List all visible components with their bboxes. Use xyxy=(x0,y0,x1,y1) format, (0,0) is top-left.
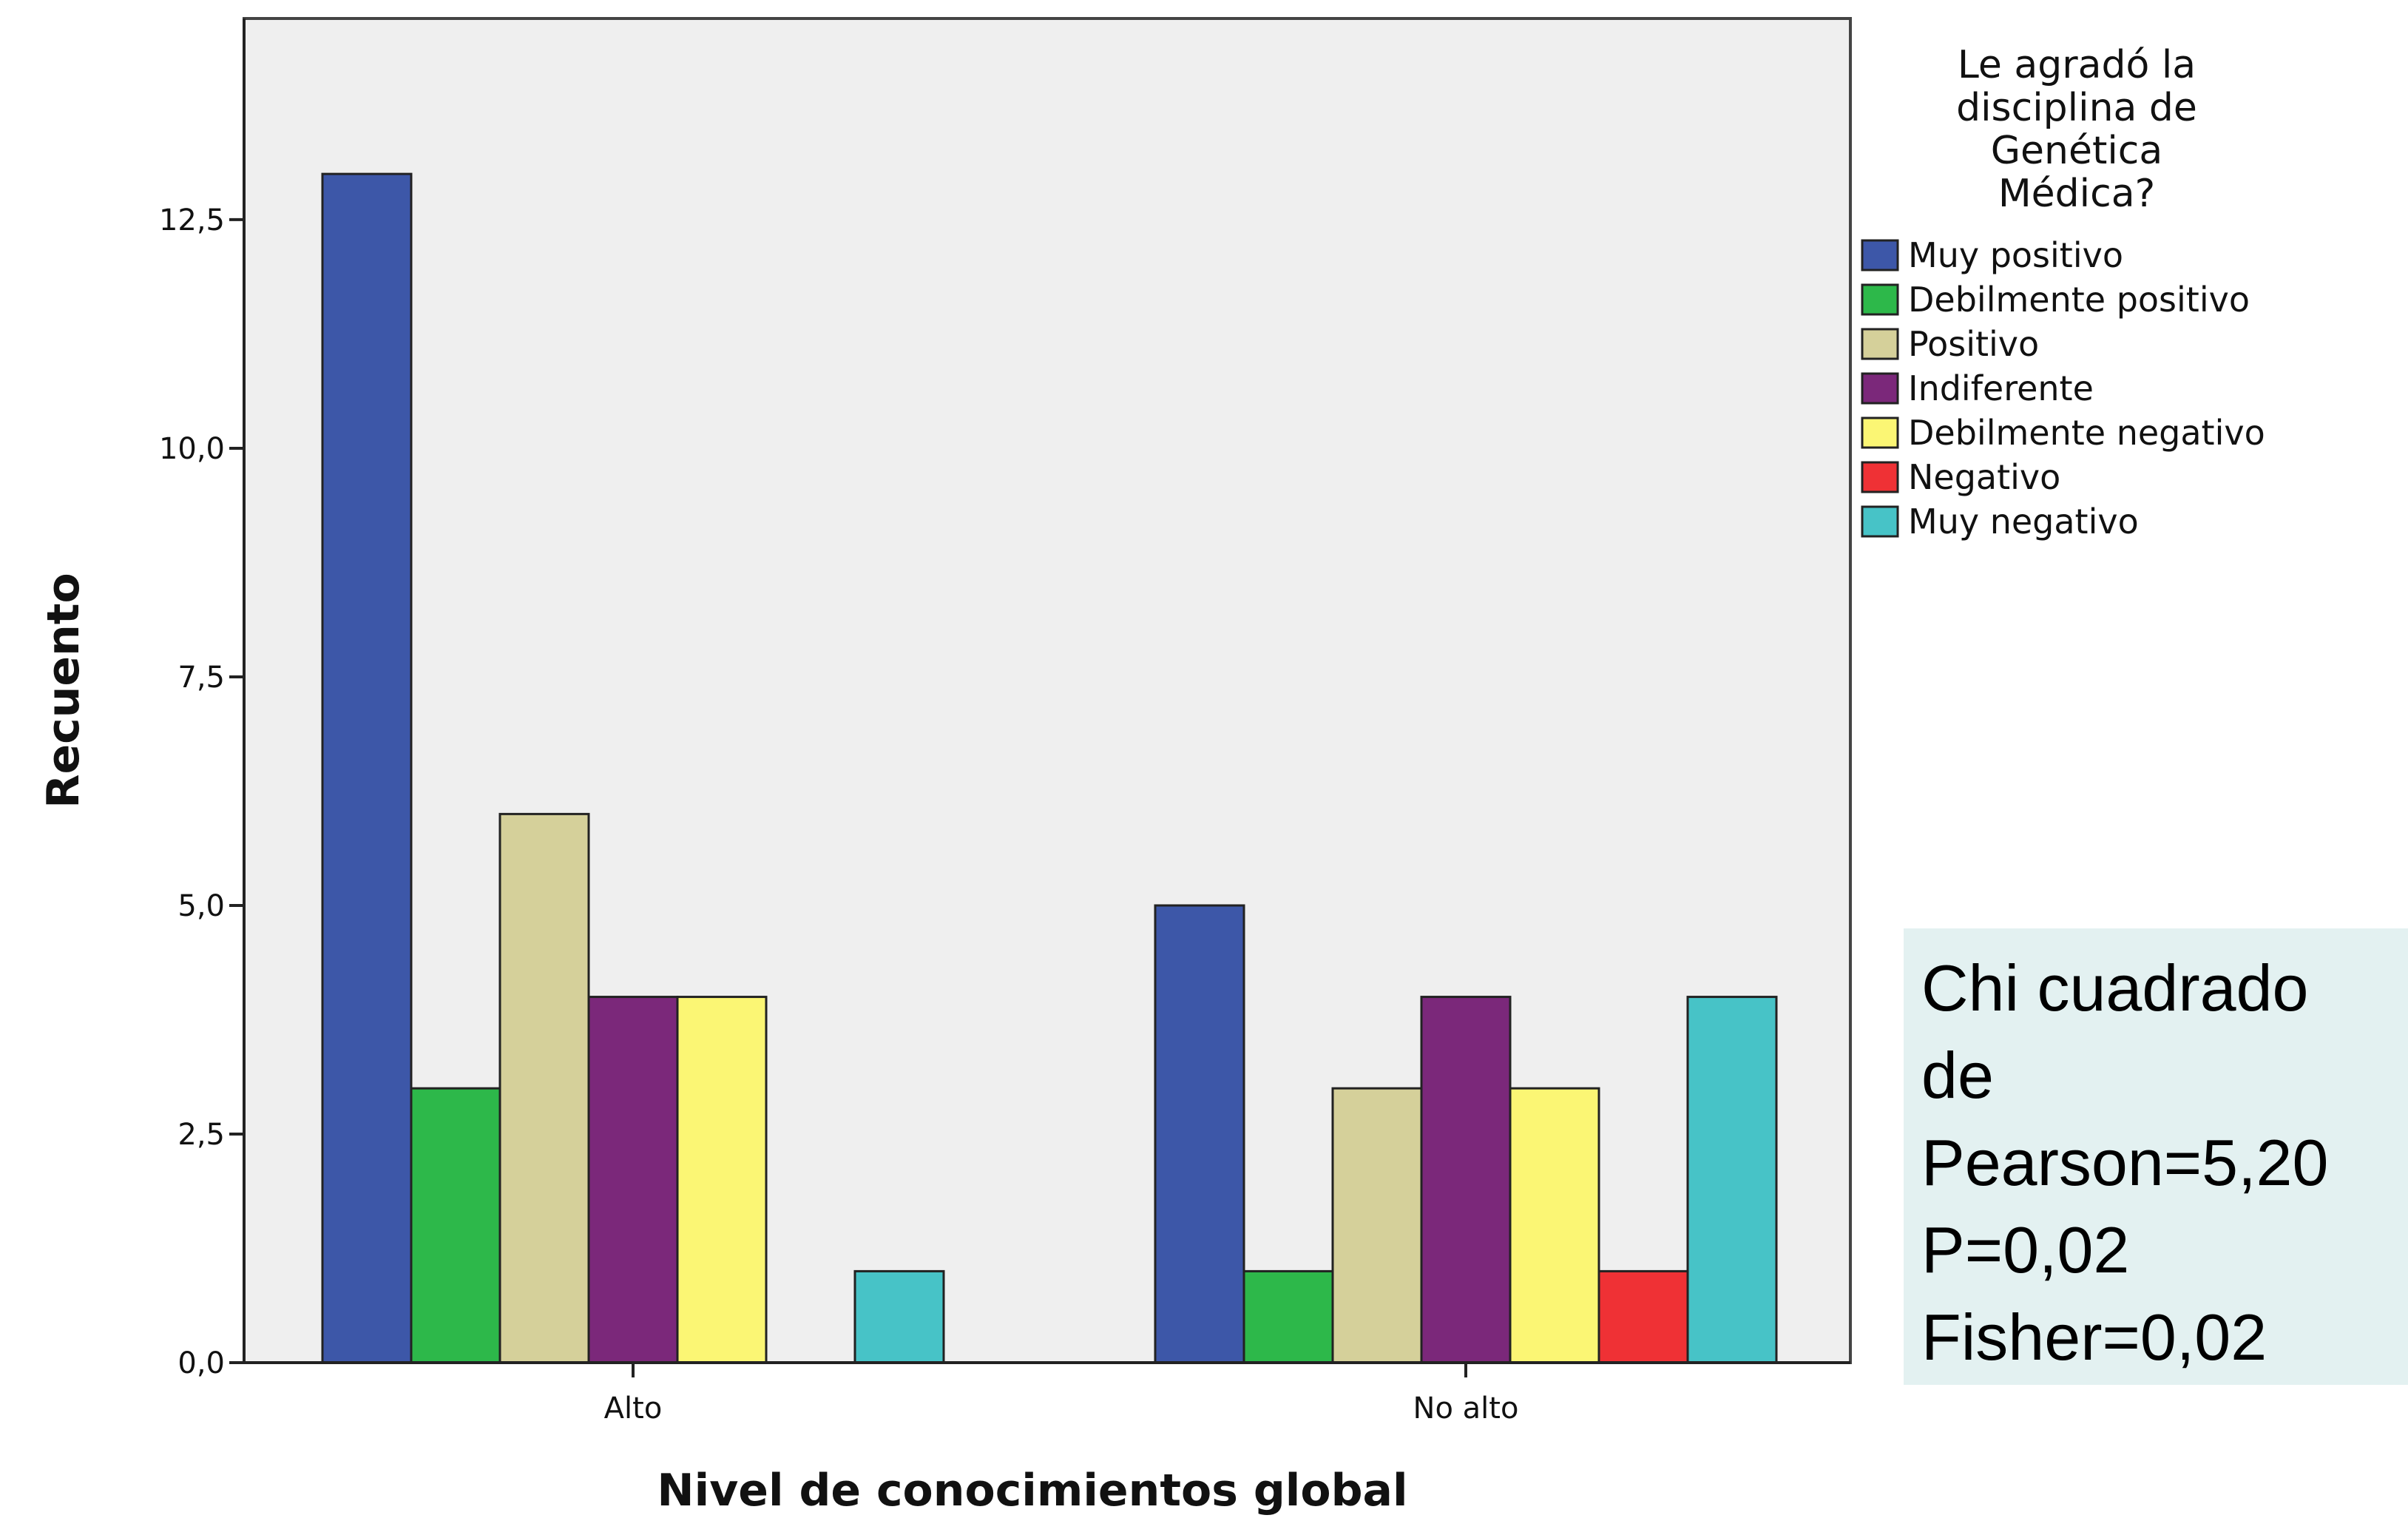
bar-no-alto-muy-negativo xyxy=(1686,996,1778,1364)
legend-label: Positivo xyxy=(1908,324,2039,364)
bar-alto-muy-negativo xyxy=(853,1269,945,1364)
bar-alto-debilmente-negativo xyxy=(676,996,768,1364)
stats-line: Fisher=0,02 xyxy=(1921,1301,2267,1374)
legend-swatch xyxy=(1861,416,1899,449)
legend-label: Debilmente negativo xyxy=(1908,413,2265,453)
legend-label: Debilmente positivo xyxy=(1908,280,2250,320)
legend-label: Indiferente xyxy=(1908,368,2094,408)
y-tick-label: 12,5 xyxy=(159,203,225,237)
y-axis: 0,0 2,5 5,0 7,5 10,0 12,5 xyxy=(159,18,246,1380)
legend-swatch xyxy=(1861,505,1899,538)
legend-title-line: Le agradó la xyxy=(1958,43,2196,87)
legend-swatch xyxy=(1861,461,1899,493)
legend-label: Muy negativo xyxy=(1908,502,2139,542)
y-tick-label: 2,5 xyxy=(177,1118,225,1152)
bar-no-alto-debilmente-positivo xyxy=(1242,1269,1334,1364)
statistics-box: Chi cuadrado de Pearson=5,20 P=0,02 Fish… xyxy=(1904,928,2408,1385)
stats-line: de xyxy=(1921,1039,1994,1112)
legend-swatch xyxy=(1861,239,1899,271)
y-tick-label: 0,0 xyxy=(177,1346,225,1380)
stats-line: Pearson=5,20 xyxy=(1921,1126,2329,1199)
bar-no-alto-negativo xyxy=(1597,1269,1689,1364)
x-axis: Alto No alto xyxy=(244,1361,1850,1426)
x-tick-label: No alto xyxy=(1413,1392,1519,1426)
stats-line: Chi cuadrado xyxy=(1921,951,2309,1025)
legend-title-line: Médica? xyxy=(1998,172,2155,216)
bar-alto-positivo xyxy=(498,812,590,1364)
legend-title-line: Genética xyxy=(1991,129,2163,173)
x-axis-title: Nivel de conocimientos global xyxy=(657,1465,1407,1517)
bar-no-alto-debilmente-negativo xyxy=(1509,1087,1600,1364)
x-tick-label: Alto xyxy=(604,1392,663,1426)
y-axis-title: Recuento xyxy=(38,573,89,809)
legend-label: Muy positivo xyxy=(1908,235,2123,275)
bar-no-alto-indiferente xyxy=(1420,996,1512,1364)
bar-alto-debilmente-positivo xyxy=(410,1087,501,1364)
y-tick-label: 7,5 xyxy=(177,661,225,695)
bars-group xyxy=(321,172,1778,1364)
bar-no-alto-muy-positivo xyxy=(1154,904,1245,1364)
legend-swatch xyxy=(1861,283,1899,316)
stats-line: P=0,02 xyxy=(1921,1213,2130,1286)
legend-swatch xyxy=(1861,328,1899,360)
legend-label: Negativo xyxy=(1908,457,2060,497)
bar-alto-indiferente xyxy=(587,996,679,1364)
bar-no-alto-positivo xyxy=(1331,1087,1423,1364)
legend-title-line: disciplina de xyxy=(1956,86,2197,130)
y-tick-label: 10,0 xyxy=(159,432,225,466)
y-tick-label: 5,0 xyxy=(177,889,225,923)
legend-swatch xyxy=(1861,372,1899,405)
bar-alto-muy-positivo xyxy=(321,172,413,1364)
